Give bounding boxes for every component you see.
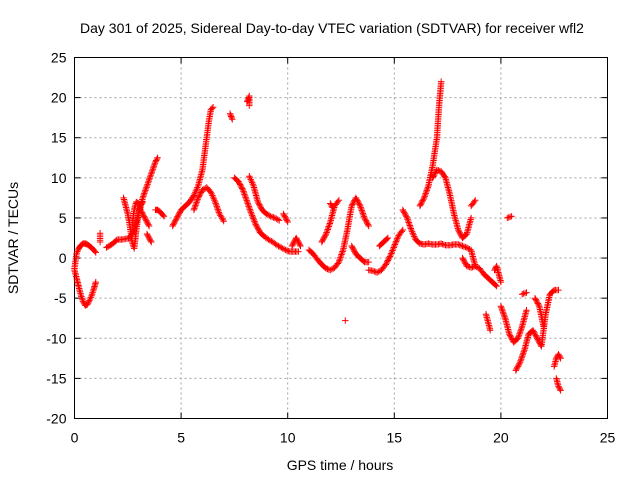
- series-arc-w: [429, 166, 475, 242]
- series-arc-p: [318, 197, 343, 246]
- series-arc-k: [231, 174, 302, 255]
- marker-path: [348, 242, 372, 266]
- marker-path: [467, 197, 479, 210]
- marker-path: [305, 194, 372, 274]
- series-arc-x: [467, 197, 479, 210]
- marker-path: [226, 110, 236, 123]
- x-tick-label: 25: [600, 430, 616, 446]
- marker-path: [71, 266, 99, 309]
- x-tick-label: 5: [177, 430, 185, 446]
- marker-path: [169, 104, 217, 230]
- y-axis-label: SDTVAR / TECUs: [5, 182, 21, 294]
- marker-path: [504, 213, 515, 222]
- grid: [74, 57, 608, 419]
- series-arc-g: [169, 104, 217, 230]
- y-tick-label: 25: [51, 50, 67, 66]
- series-arc-a2: [71, 240, 99, 272]
- series-arc-l: [246, 173, 283, 224]
- marker-path: [365, 226, 406, 276]
- y-tick-label: -15: [46, 370, 66, 386]
- marker-path: [429, 166, 475, 242]
- series-arc-af: [531, 295, 547, 330]
- marker-path: [120, 194, 146, 252]
- series-arc-y: [459, 254, 500, 290]
- series-arc-c: [120, 194, 146, 252]
- series-arc-ae: [519, 289, 530, 298]
- x-tick-label: 20: [493, 430, 509, 446]
- series-isolated-1: [96, 230, 104, 246]
- series-arc-e: [143, 230, 155, 246]
- marker-path: [288, 234, 304, 250]
- marker-path: [280, 210, 291, 226]
- marker-path: [399, 206, 479, 270]
- series-arc-t: [376, 234, 392, 250]
- series-arc-ah: [553, 375, 564, 394]
- marker-path: [71, 240, 99, 272]
- series-arc-s: [365, 226, 406, 276]
- data-points: [71, 78, 564, 394]
- y-tick-label: -20: [46, 411, 66, 427]
- series-arc-n: [288, 234, 304, 250]
- marker-path: [143, 230, 155, 246]
- y-tick-label: 15: [51, 130, 67, 146]
- marker-path: [459, 254, 500, 290]
- x-tick-label: 0: [71, 430, 79, 446]
- marker-path: [96, 230, 104, 246]
- plot-frame: [74, 57, 608, 419]
- y-tick-label: 5: [59, 210, 67, 226]
- x-tick-label: 10: [280, 430, 296, 446]
- x-axis-label: GPS time / hours: [287, 457, 394, 473]
- series-arc-r: [348, 242, 372, 266]
- series-arc-ac: [504, 213, 515, 222]
- marker-path: [551, 351, 564, 370]
- marker-path: [497, 303, 530, 346]
- y-tick-label: -10: [46, 330, 66, 346]
- marker-path: [327, 200, 336, 211]
- marker-path: [231, 174, 302, 255]
- marker-path: [246, 173, 283, 224]
- marker-path: [416, 78, 445, 210]
- marker-path: [519, 289, 530, 298]
- y-tick-label: 0: [59, 250, 67, 266]
- marker-path: [128, 198, 153, 230]
- y-tick-label: 20: [51, 90, 67, 106]
- series-arc-aa: [491, 262, 505, 286]
- series-arc-j: [244, 92, 253, 109]
- series-arc-u: [399, 206, 479, 270]
- marker-path: [342, 317, 349, 324]
- marker-path: [531, 295, 547, 330]
- marker-path: [553, 375, 564, 394]
- series-arc-z: [482, 311, 494, 334]
- series-arc-a1: [71, 266, 99, 309]
- series-arc-m: [280, 210, 291, 226]
- marker-path: [152, 206, 168, 220]
- marker-path: [318, 197, 343, 246]
- series-arc-o: [305, 194, 372, 274]
- x-axis: 0 5 10 15 20 25: [71, 57, 616, 446]
- y-tick-label: 10: [51, 170, 67, 186]
- series-isolated-2: [342, 317, 349, 324]
- series-arc-ab: [497, 303, 530, 346]
- marker-path: [376, 234, 392, 250]
- x-tick-label: 15: [387, 430, 403, 446]
- marker-path: [244, 92, 253, 109]
- series-arc-i: [226, 110, 236, 123]
- y-tick-label: -5: [54, 290, 67, 306]
- chart-title: Day 301 of 2025, Sidereal Day-to-day VTE…: [80, 20, 584, 36]
- series-arc-d: [128, 198, 153, 230]
- marker-path: [491, 262, 505, 286]
- y-axis: -20 -15 -10 -5 0 5 10 15 20 25: [46, 50, 608, 427]
- series-arc-q: [327, 200, 336, 211]
- marker-path: [190, 184, 227, 225]
- series-arc-v: [416, 78, 445, 210]
- series-arc-f: [152, 206, 168, 220]
- marker-path: [482, 311, 494, 334]
- series-arc-ag: [551, 351, 564, 370]
- series-arc-h: [190, 184, 227, 225]
